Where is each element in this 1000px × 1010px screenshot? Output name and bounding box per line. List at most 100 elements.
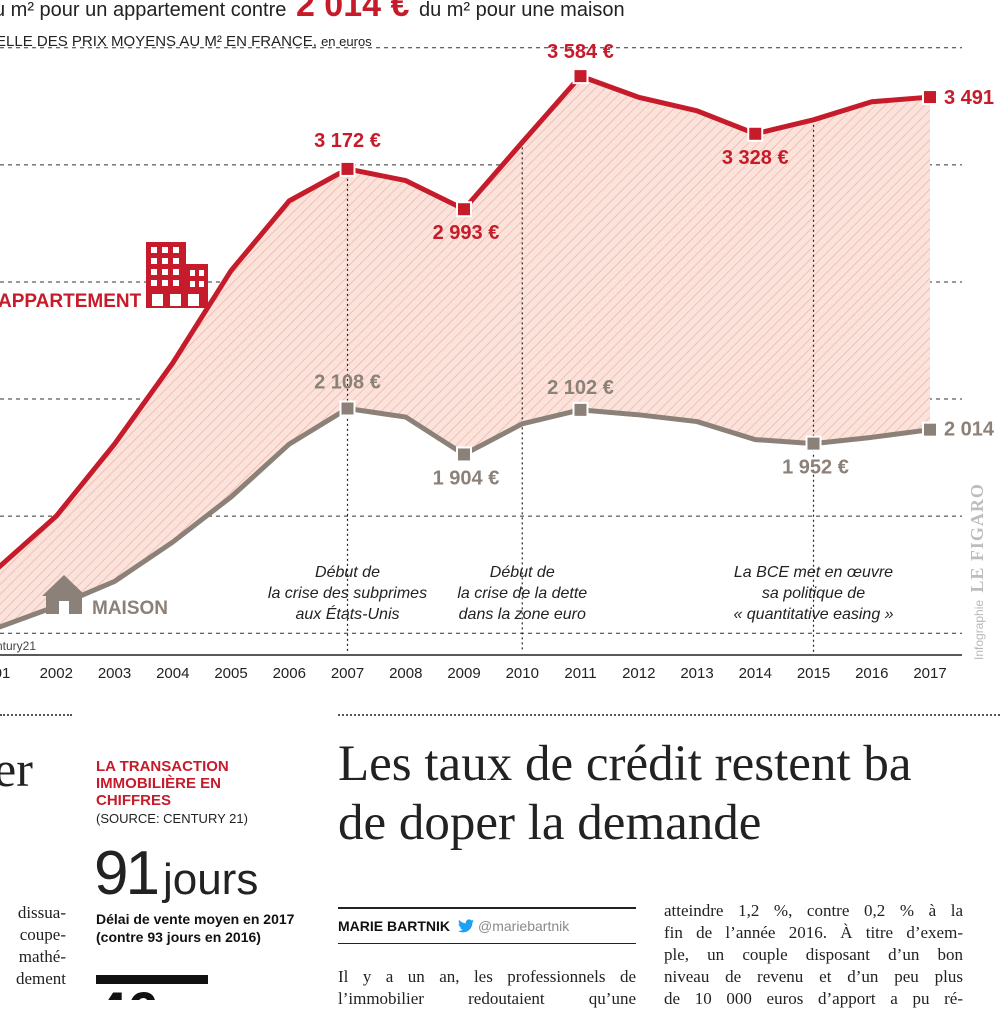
x-tick-label: 2006 [273, 665, 306, 682]
article-column-1: Il y a un an, les professionnels de l’im… [338, 966, 636, 1010]
headline-line: Les taux de crédit restent ba [338, 736, 912, 792]
facts-divider-bar [96, 975, 208, 984]
building-door [170, 294, 181, 306]
title-highlight-value: 2 014 € [295, 0, 410, 24]
building-window [162, 280, 168, 286]
data-points [339, 68, 938, 463]
x-tick-label: 2010 [506, 665, 539, 682]
annotation-text: Début de [490, 564, 555, 581]
data-point-marker [339, 400, 356, 417]
x-tick-label: 2007 [331, 665, 364, 682]
facts-number: 91 [94, 839, 160, 908]
source-label: ntury21 [0, 639, 36, 653]
data-label: 2 993 € [433, 222, 500, 244]
data-label: 3 172 € [314, 130, 381, 152]
data-point-marker [456, 446, 472, 463]
building-window [162, 258, 168, 264]
x-tick-label: 2014 [739, 665, 772, 682]
data-point-marker [747, 125, 764, 142]
x-tick-label: 2003 [98, 665, 131, 682]
facts-heading: La transaction immobilière en chiffres [96, 758, 229, 809]
data-point-marker [339, 160, 356, 177]
building-window [151, 269, 157, 275]
twitter-handle-link[interactable]: @mariebartnik [478, 918, 570, 934]
house-icon [42, 575, 86, 614]
left-text-line: mathé- [18, 947, 66, 966]
annotations: Début de la crise des subprimes aux États-… [268, 564, 894, 623]
x-tick-label: 2002 [40, 665, 73, 682]
house-door [59, 601, 69, 614]
x-axis: 01 2002 2003 2004 2005 2006 2007 2008 2009 2010 20… [0, 639, 962, 682]
data-point-marker [922, 421, 938, 438]
left-column-text: dissua- coupe- mathé- dement [0, 902, 66, 990]
data-point-marker [572, 68, 589, 85]
credit-prefix: Infographie [972, 599, 986, 660]
article-text-line: Il y a un an, les professionnels de [338, 967, 636, 986]
annotation-text: La BCE met en œuvre [734, 564, 893, 581]
annotation-text: Début de [315, 564, 380, 581]
article-text-line: niveau de revenu et d’un peu plus [664, 967, 963, 986]
x-tick-label: 01 [0, 665, 10, 682]
x-tick-label: 2016 [855, 665, 888, 682]
article-column-2: atteindre 1,2 %, contre 0,2 % à la fin d… [664, 900, 963, 1010]
data-point-marker [572, 401, 589, 418]
data-point-marker [805, 435, 822, 452]
annotation-text: « quantitative easing » [733, 606, 893, 623]
building-window [190, 270, 195, 276]
title-text-after: du m² pour une maison [418, 0, 625, 21]
building-window [173, 280, 179, 286]
hatched-area [0, 76, 930, 627]
building-window [173, 247, 179, 253]
x-tick-label: 2012 [622, 665, 655, 682]
facts-source: (SOURCE: CENTURY 21) [96, 811, 248, 826]
building-window [151, 280, 157, 286]
article-text-line: fin de l’année 2016. À titre d’exem- [664, 923, 963, 942]
x-tick-label: 2017 [913, 665, 946, 682]
article-headline: Les taux de crédit restent ba de doper l… [338, 735, 1000, 853]
subtitle-unit: en euros [321, 34, 372, 49]
x-tick-label: 2008 [389, 665, 422, 682]
data-label: 1 952 € [782, 457, 849, 479]
left-text-line: coupe- [19, 925, 66, 944]
building-window [162, 247, 168, 253]
infographic-credit: Infographie LE FIGARO [967, 480, 987, 660]
author-name[interactable]: MARIE BARTNIK [338, 918, 450, 934]
facts-unit: jours [162, 855, 259, 904]
building-door [188, 294, 199, 306]
building-door [152, 294, 163, 306]
facts-next-figure: 46 [96, 992, 156, 1000]
separator-left [0, 714, 72, 716]
x-tick-label: 2009 [447, 665, 480, 682]
twitter-bird-icon [458, 919, 474, 933]
data-point-marker [456, 201, 472, 218]
chart-title: u m² pour un appartement contre 2 014 € … [0, 0, 625, 25]
byline: MARIE BARTNIK @mariebartnik [338, 907, 636, 944]
building-window [173, 258, 179, 264]
data-label: 2 102 € [547, 377, 614, 399]
annotation-text: aux États-Unis [295, 604, 399, 623]
article-text-line: l’immobilier redoutaient qu’une [338, 989, 636, 1008]
annotation-text: sa politique de [762, 585, 865, 602]
left-headline-fragment: er [0, 741, 33, 797]
price-chart: u m² pour un appartement contre 2 014 € … [0, 0, 995, 682]
annotation-text: la crise de la dette [457, 585, 587, 602]
chart-svg: 3 172 € 2 993 € 3 584 € 3 328 € 3 491 2 108 €… [0, 41, 995, 682]
annotation-text: la crise des subprimes [268, 585, 427, 602]
building-window [199, 270, 204, 276]
article-text-line: de 10 000 euros d’apport a pu ré- [664, 989, 963, 1008]
building-window [151, 247, 157, 253]
data-label: 3 584 € [547, 41, 614, 63]
x-tick-label: 2011 [564, 665, 596, 682]
article-text-line: ple, un couple disposant d’un bon [664, 945, 963, 964]
facts-big-figure: 91 jours [94, 838, 258, 909]
x-tick-label: 2004 [156, 665, 189, 682]
data-point-marker [922, 89, 938, 106]
facts-next-number: 46 [96, 992, 156, 1000]
building-window [199, 281, 204, 287]
x-tick-label: 2015 [797, 665, 830, 682]
data-label: 3 491 [944, 87, 994, 109]
data-label: 1 904 € [433, 467, 500, 489]
separator-right [338, 714, 1000, 716]
subtitle-text: ELLE DES PRIX MOYENS AU M² EN FRANCE, [0, 33, 317, 50]
data-label: 3 328 € [722, 147, 789, 169]
